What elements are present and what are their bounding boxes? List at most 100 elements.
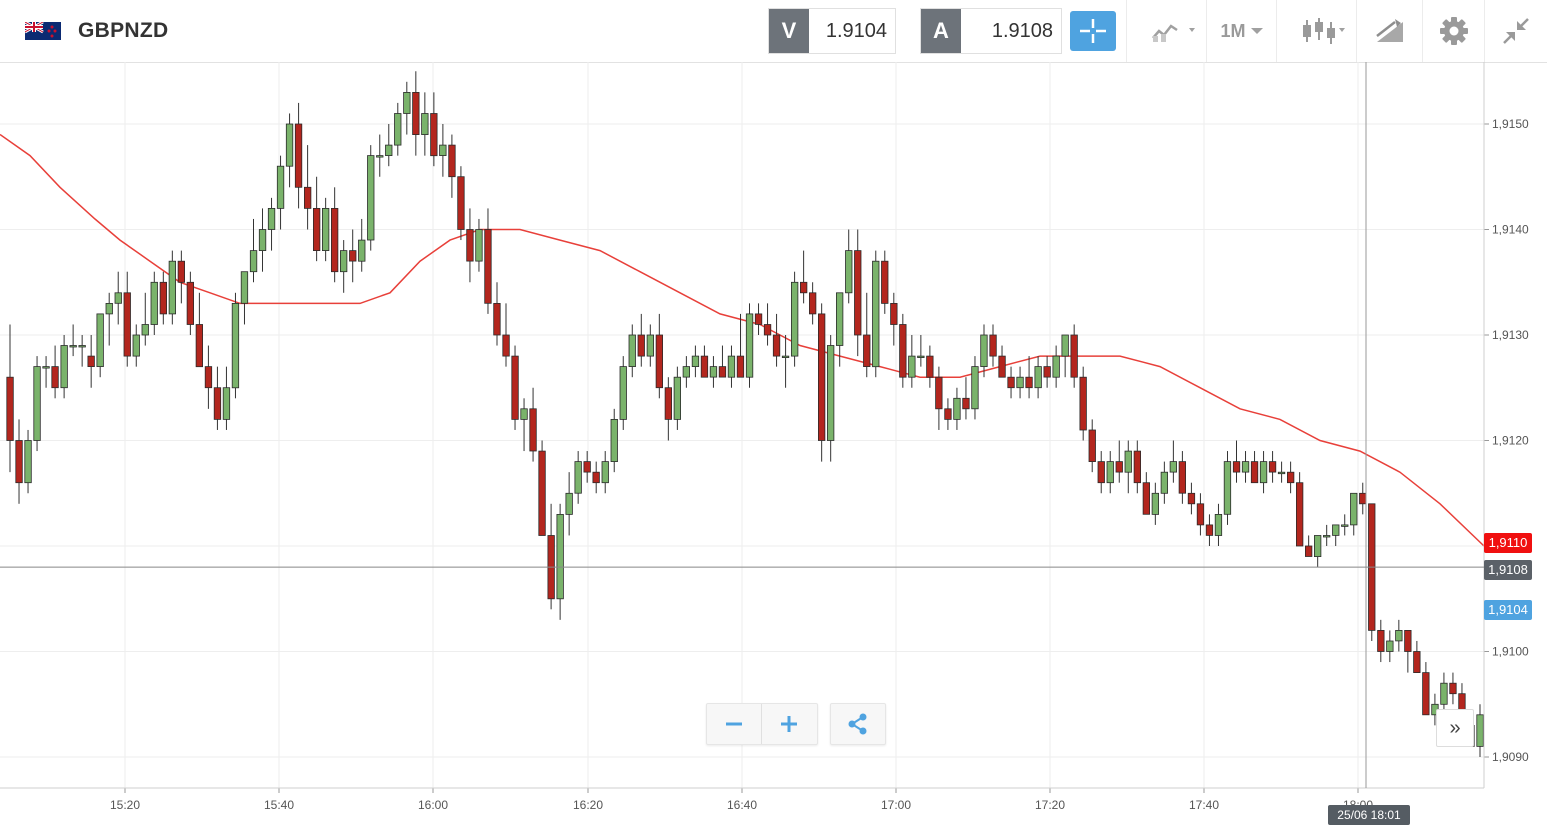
candle-body xyxy=(1187,492,1196,505)
candle xyxy=(267,197,276,251)
candle-body xyxy=(1259,461,1268,484)
candle-body xyxy=(610,418,618,462)
candle-body xyxy=(800,281,808,294)
settings-button[interactable] xyxy=(1422,0,1485,62)
candle xyxy=(430,92,438,167)
candle-body xyxy=(358,239,366,262)
candle xyxy=(1106,451,1114,494)
candle xyxy=(1287,461,1295,494)
crosshair-button[interactable] xyxy=(1070,11,1116,51)
candle-body xyxy=(601,461,609,484)
candle xyxy=(556,503,564,620)
candle xyxy=(69,324,77,357)
candle-body xyxy=(412,92,420,136)
candle xyxy=(1332,524,1340,546)
candle-body xyxy=(836,292,844,346)
candle-body xyxy=(33,366,41,441)
scroll-to-latest-button[interactable]: » xyxy=(1436,709,1474,747)
candle-body xyxy=(1449,682,1457,695)
candle-body xyxy=(1359,492,1367,505)
candle xyxy=(791,271,799,367)
candle xyxy=(303,145,312,230)
candle xyxy=(358,218,366,272)
y-tick-label: 1,9150 xyxy=(1492,117,1529,131)
candle xyxy=(493,282,501,346)
candle-body xyxy=(745,313,754,378)
candle xyxy=(1305,535,1313,557)
candle xyxy=(294,102,303,209)
chart-type-dropdown[interactable] xyxy=(1126,0,1207,62)
candle-body xyxy=(754,313,763,325)
candle-body xyxy=(42,366,50,369)
candle xyxy=(989,324,997,367)
buy-tag: A xyxy=(921,9,961,53)
zoom-out-button[interactable] xyxy=(707,704,761,744)
candle-body xyxy=(430,113,438,157)
candle xyxy=(872,250,880,378)
x-tick-label: 16:00 xyxy=(418,798,448,812)
zoom-in-button[interactable] xyxy=(762,704,816,744)
candle xyxy=(195,292,204,368)
candle xyxy=(836,292,844,367)
candle-body xyxy=(529,408,537,452)
candle-body xyxy=(1323,535,1331,538)
candle-body xyxy=(1277,471,1286,475)
candle-body xyxy=(105,302,113,315)
candle xyxy=(1404,630,1412,673)
price-chart[interactable]: 1,9090 1,9100 1,9110 1,9120 1,9130 1,9140 1,91… xyxy=(0,62,1547,827)
share-icon xyxy=(848,713,867,735)
candle-body xyxy=(953,397,961,420)
candle-body xyxy=(583,461,591,473)
candle xyxy=(953,387,961,430)
collapse-button[interactable] xyxy=(1484,0,1547,62)
chart-axes: 1,9090 1,9100 1,9110 1,9120 1,9130 1,9140 1,91… xyxy=(0,62,1529,812)
candle-body xyxy=(96,313,104,367)
candle-body xyxy=(1160,471,1168,494)
candle-body xyxy=(1025,376,1033,389)
candle-body xyxy=(511,355,519,420)
share-button[interactable] xyxy=(830,703,886,745)
candle-body xyxy=(700,355,709,378)
candle xyxy=(1196,493,1205,536)
candle-body xyxy=(854,250,862,336)
candle xyxy=(403,81,411,135)
candle xyxy=(439,124,447,177)
candle xyxy=(349,229,357,283)
candle-body xyxy=(258,229,267,252)
candle xyxy=(700,345,709,378)
candle xyxy=(6,324,14,473)
candle-body xyxy=(159,281,168,315)
candle-body xyxy=(781,355,790,359)
timeframe-dropdown[interactable]: 1M xyxy=(1206,0,1277,62)
candle xyxy=(944,398,952,430)
candle-body xyxy=(294,123,303,188)
candle xyxy=(24,429,32,494)
candle-body xyxy=(1088,429,1096,463)
candle-body xyxy=(421,113,429,136)
candle-body xyxy=(971,366,979,410)
candle xyxy=(1142,472,1150,515)
candle-body xyxy=(123,292,131,357)
candle-body xyxy=(475,229,483,262)
candle-body xyxy=(1151,492,1159,515)
candle xyxy=(448,134,456,198)
candle xyxy=(1449,672,1457,705)
candle-body xyxy=(1413,651,1421,674)
candle-body xyxy=(1341,524,1349,527)
candle xyxy=(1115,440,1123,483)
candle xyxy=(772,313,781,367)
candle-body xyxy=(1332,524,1340,536)
gb-nz-flag-icon xyxy=(25,22,61,40)
y-tick-label: 1,9130 xyxy=(1492,328,1529,342)
sell-price-button[interactable]: V 1.9104 xyxy=(768,8,896,54)
candle-body xyxy=(204,366,213,389)
candle-style-dropdown[interactable] xyxy=(1276,0,1357,62)
candle-body xyxy=(1115,461,1123,473)
candle xyxy=(1124,440,1132,494)
candle xyxy=(899,313,907,388)
candle xyxy=(1377,619,1385,663)
buy-price-button[interactable]: A 1.9108 xyxy=(920,8,1062,54)
candle-body xyxy=(177,260,186,283)
candle xyxy=(583,451,591,483)
drawing-tool-button[interactable] xyxy=(1356,0,1423,62)
